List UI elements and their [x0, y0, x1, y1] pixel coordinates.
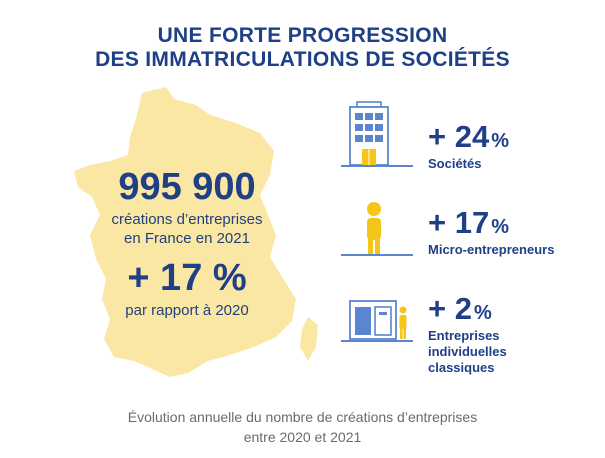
- stat-row-micro: + 17% Micro-entrepreneurs: [340, 200, 600, 260]
- ei-label: Entreprises individuelles classiques: [428, 328, 507, 376]
- societes-label: Sociétés: [428, 156, 482, 171]
- societes-growth-value: + 24: [428, 119, 490, 154]
- caption-line-2: entre 2020 et 2021: [243, 429, 362, 445]
- ei-growth-value: + 2: [428, 291, 472, 326]
- ei-label-line-3: classiques: [428, 360, 495, 375]
- creations-desc-line-1: créations d’entreprises: [111, 211, 263, 228]
- ei-growth-unit: %: [473, 302, 492, 324]
- creations-description: créations d’entreprises en France en 202…: [62, 210, 312, 248]
- stat-row-societes: + 24% Sociétés: [340, 100, 600, 171]
- ei-label-line-2: individuelles: [428, 344, 507, 359]
- footer-caption: Évolution annuelle du nombre de création…: [0, 407, 605, 447]
- person-icon: [341, 202, 413, 256]
- caption-line-1: Évolution annuelle du nombre de création…: [127, 409, 478, 425]
- title-line-1: UNE FORTE PROGRESSION: [157, 24, 448, 47]
- societes-growth: + 24%: [428, 120, 509, 158]
- creations-growth: + 17 %: [127, 257, 247, 299]
- micro-label: Micro-entrepreneurs: [428, 242, 555, 257]
- shop-icon: [341, 300, 413, 342]
- title-line-2: DES IMMATRICULATIONS DE SOCIÉTÉS: [95, 48, 510, 71]
- micro-growth-value: + 17: [428, 205, 490, 240]
- ei-label-line-1: Entreprises: [428, 328, 500, 343]
- micro-growth: + 17%: [428, 206, 509, 244]
- societes-growth-unit: %: [491, 130, 509, 152]
- creations-growth-description: par rapport à 2020: [125, 302, 249, 319]
- page-title: UNE FORTE PROGRESSION DES IMMATRICULATIO…: [0, 24, 605, 72]
- micro-growth-unit: %: [491, 216, 509, 238]
- creations-desc-line-2: en France en 2021: [124, 230, 250, 247]
- france-map-icon: [74, 87, 318, 377]
- creations-total: 995 900: [118, 166, 256, 208]
- stat-row-ei: + 2% Entreprises individuelles classique…: [340, 292, 600, 377]
- building-icon: [341, 101, 413, 167]
- ei-growth: + 2%: [428, 292, 492, 330]
